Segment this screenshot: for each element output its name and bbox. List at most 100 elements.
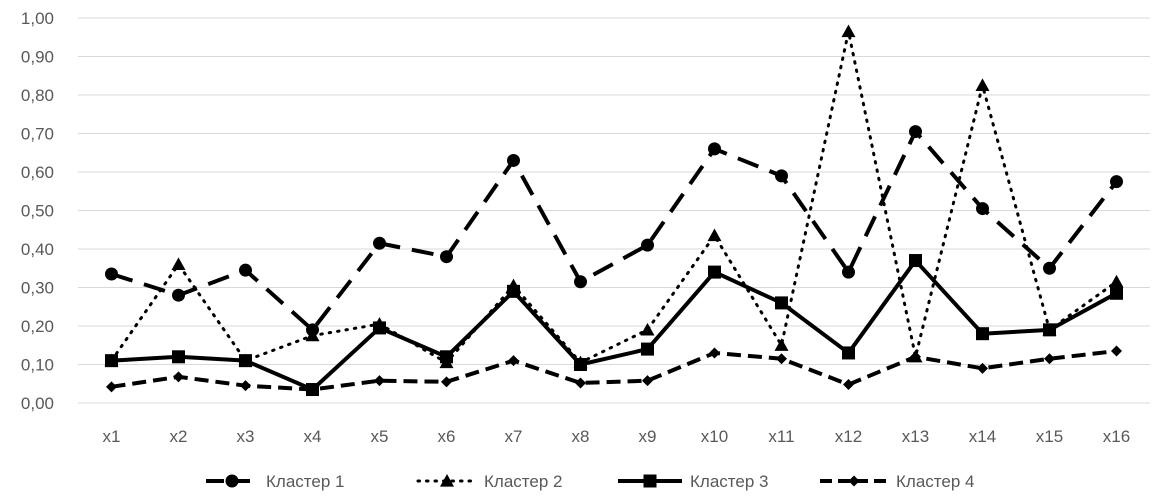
y-tick-label: 0,20: [21, 317, 54, 336]
x-tick-label: x1: [103, 427, 121, 446]
y-tick-label: 0,80: [21, 86, 54, 105]
y-tick-label: 1,00: [21, 9, 54, 28]
data-point: [1110, 286, 1123, 300]
data-point: [106, 381, 117, 393]
x-axis-tick-labels: x1 x2 x3 x4 x5 x6 x7 x8 x9 x10 x11 x12 x13 x14 x15 x16: [103, 427, 1131, 446]
x-tick-label: x4: [304, 427, 322, 446]
x-tick-label: x13: [902, 427, 929, 446]
data-point: [508, 355, 519, 367]
y-tick-label: 0,10: [21, 356, 54, 375]
legend-item-1: Кластер 1: [206, 472, 344, 491]
data-point: [173, 371, 184, 383]
x-tick-label: x12: [835, 427, 862, 446]
data-point: [373, 236, 386, 250]
data-point: [105, 267, 118, 281]
y-tick-label: 0,70: [21, 125, 54, 144]
data-point: [774, 338, 789, 351]
legend-item-2: Кластер 2: [416, 472, 562, 491]
data-point: [775, 169, 788, 183]
x-tick-label: x5: [371, 427, 389, 446]
data-point: [240, 380, 251, 392]
series-line: [110, 129, 1119, 332]
y-tick-label: 0,50: [21, 202, 54, 221]
data-point: [977, 362, 988, 374]
data-point: [1043, 261, 1056, 275]
data-point: [574, 275, 587, 289]
legend-item-3: Кластер 3: [618, 472, 768, 491]
data-point: [910, 351, 921, 363]
data-point: [1044, 353, 1055, 365]
data-point: [374, 375, 385, 387]
data-point: [842, 346, 855, 360]
data-point: [708, 265, 721, 279]
data-point: [707, 228, 722, 242]
y-tick-label: 0,60: [21, 163, 54, 182]
legend: Кластер 1 Кластер 2 Кластер 3 Кластер 4: [206, 472, 974, 491]
data-point: [172, 288, 185, 302]
data-point: [640, 322, 655, 336]
data-point: [1109, 274, 1124, 288]
data-point: [975, 78, 990, 91]
series-line: [110, 29, 1118, 365]
data-point: [642, 375, 653, 387]
legend-label: Кластер 1: [266, 472, 344, 491]
data-point: [841, 24, 856, 38]
series-2: [104, 24, 1124, 369]
data-point: [909, 254, 922, 268]
data-point: [976, 202, 989, 216]
series-3: [105, 254, 1123, 397]
legend-label: Кластер 4: [896, 472, 974, 491]
legend-marker: [440, 474, 454, 487]
y-tick-label: 0,30: [21, 279, 54, 298]
y-tick-label: 0,40: [21, 240, 54, 259]
legend-item-4: Кластер 4: [820, 472, 974, 491]
data-point: [843, 379, 854, 391]
x-tick-label: x8: [572, 427, 590, 446]
data-point: [440, 350, 453, 364]
series-4: [106, 345, 1122, 396]
series-line: [111, 349, 1117, 392]
x-tick-label: x7: [505, 427, 523, 446]
legend-marker: [225, 474, 239, 488]
data-point: [239, 354, 252, 368]
gridlines: [78, 17, 1150, 404]
x-tick-label: x2: [170, 427, 188, 446]
data-point: [105, 354, 118, 368]
x-tick-label: x16: [1103, 427, 1130, 446]
data-point: [775, 296, 788, 310]
data-point: [440, 250, 453, 264]
series-lines: [104, 24, 1124, 397]
data-point: [641, 342, 654, 356]
data-point: [441, 376, 452, 388]
data-point: [1110, 175, 1123, 189]
data-point: [507, 153, 520, 167]
y-axis-tick-labels: 0,00 0,10 0,20 0,30 0,40 0,50 0,60 0,70 0,80 0,90…: [21, 9, 54, 413]
data-point: [305, 328, 320, 342]
data-point: [1111, 345, 1122, 357]
legend-label: Кластер 2: [484, 472, 562, 491]
data-point: [708, 142, 721, 156]
x-tick-label: x9: [639, 427, 657, 446]
x-tick-label: x6: [438, 427, 456, 446]
y-tick-label: 0,90: [21, 48, 54, 67]
data-point: [842, 265, 855, 279]
x-tick-label: x11: [768, 427, 794, 446]
legend-marker: [643, 474, 657, 488]
data-point: [909, 125, 922, 139]
data-point: [709, 347, 720, 359]
data-point: [239, 263, 252, 277]
series-1: [105, 125, 1123, 337]
data-point: [1043, 323, 1056, 337]
data-point: [171, 257, 186, 270]
data-point: [172, 350, 185, 364]
data-point: [574, 358, 587, 371]
x-tick-label: x15: [1036, 427, 1063, 446]
data-point: [575, 377, 586, 389]
data-point: [307, 384, 318, 396]
data-point: [776, 353, 787, 365]
x-tick-label: x14: [969, 427, 996, 446]
data-point: [976, 327, 989, 341]
x-tick-label: x10: [701, 427, 728, 446]
data-point: [641, 238, 654, 252]
